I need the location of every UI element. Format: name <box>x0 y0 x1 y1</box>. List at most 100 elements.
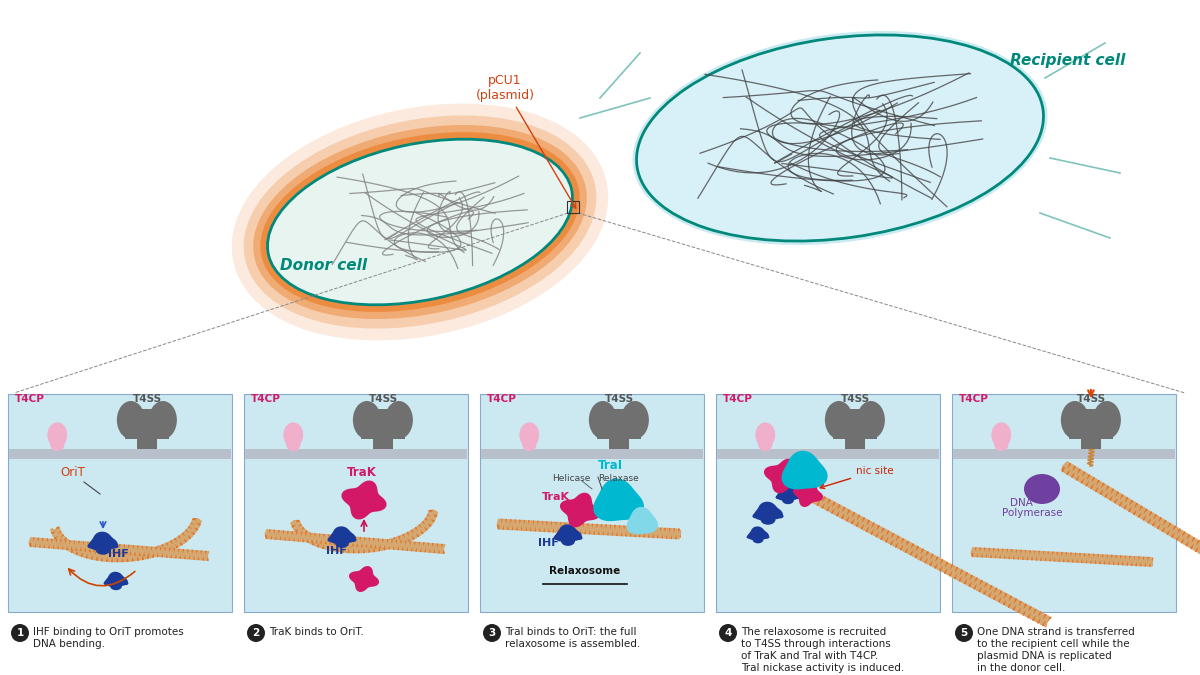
Circle shape <box>955 624 973 642</box>
Ellipse shape <box>761 514 775 524</box>
Polygon shape <box>781 451 828 489</box>
Ellipse shape <box>116 401 145 439</box>
Bar <box>608 434 629 449</box>
Ellipse shape <box>755 423 775 448</box>
Polygon shape <box>89 532 118 550</box>
Text: T4SS: T4SS <box>133 394 162 404</box>
Bar <box>125 409 169 439</box>
Ellipse shape <box>347 536 356 542</box>
Text: TraI: TraI <box>598 459 623 472</box>
Ellipse shape <box>824 401 853 439</box>
Ellipse shape <box>636 35 1044 241</box>
Polygon shape <box>626 507 658 535</box>
Text: T4CP: T4CP <box>722 394 752 404</box>
Polygon shape <box>554 524 582 541</box>
Ellipse shape <box>103 580 112 585</box>
Ellipse shape <box>792 493 800 499</box>
Polygon shape <box>764 459 804 493</box>
Ellipse shape <box>991 423 1012 448</box>
Circle shape <box>247 624 265 642</box>
Ellipse shape <box>120 580 128 585</box>
Bar <box>10 449 230 459</box>
Text: of TraK and TraI with T4CP.: of TraK and TraI with T4CP. <box>742 651 878 661</box>
Text: IHF: IHF <box>538 538 559 548</box>
Ellipse shape <box>96 544 110 555</box>
Ellipse shape <box>520 423 539 448</box>
Polygon shape <box>342 481 386 520</box>
Text: Recipient cell: Recipient cell <box>1010 53 1126 68</box>
Ellipse shape <box>1061 401 1088 439</box>
Circle shape <box>719 624 737 642</box>
Text: TraK binds to OriT.: TraK binds to OriT. <box>269 627 364 637</box>
Text: IHF: IHF <box>326 546 347 556</box>
Text: nic site: nic site <box>820 466 894 489</box>
Circle shape <box>482 624 502 642</box>
Bar <box>568 201 580 213</box>
Polygon shape <box>754 502 782 520</box>
Text: 4: 4 <box>725 628 732 638</box>
Text: DNA bending.: DNA bending. <box>34 639 106 649</box>
Text: IHF binding to OriT promotes: IHF binding to OriT promotes <box>34 627 184 637</box>
Ellipse shape <box>857 401 884 439</box>
Text: to T4SS through interactions: to T4SS through interactions <box>742 639 890 649</box>
Ellipse shape <box>328 536 337 542</box>
Ellipse shape <box>522 437 536 451</box>
Ellipse shape <box>574 534 582 540</box>
Text: TraK: TraK <box>542 492 570 502</box>
Text: One DNA strand is transferred: One DNA strand is transferred <box>977 627 1135 637</box>
Ellipse shape <box>752 536 763 543</box>
Polygon shape <box>776 486 800 501</box>
Ellipse shape <box>620 401 649 439</box>
Text: T4CP: T4CP <box>487 394 517 404</box>
Ellipse shape <box>149 401 176 439</box>
Ellipse shape <box>746 534 754 539</box>
Text: T4CP: T4CP <box>14 394 44 404</box>
Text: OriT: OriT <box>60 466 85 479</box>
Text: in the donor cell.: in the donor cell. <box>977 663 1066 673</box>
Bar <box>481 449 703 459</box>
Circle shape <box>11 624 29 642</box>
Ellipse shape <box>110 582 122 590</box>
Ellipse shape <box>762 534 769 539</box>
Ellipse shape <box>782 496 794 504</box>
Text: Helicase: Helicase <box>552 474 590 483</box>
Text: to the recipient cell while the: to the recipient cell while the <box>977 639 1129 649</box>
FancyBboxPatch shape <box>716 394 940 612</box>
Bar <box>373 434 392 449</box>
Text: Relaxase: Relaxase <box>598 474 638 483</box>
Text: 2: 2 <box>252 628 259 638</box>
Text: T4CP: T4CP <box>959 394 989 404</box>
Bar <box>1081 434 1100 449</box>
Bar <box>361 409 404 439</box>
Ellipse shape <box>752 512 762 518</box>
FancyBboxPatch shape <box>480 394 704 612</box>
Text: Donor cell: Donor cell <box>280 258 367 273</box>
Ellipse shape <box>562 536 575 546</box>
FancyBboxPatch shape <box>952 394 1176 612</box>
Ellipse shape <box>283 423 304 448</box>
Text: T4SS: T4SS <box>1076 394 1106 404</box>
FancyBboxPatch shape <box>8 394 232 612</box>
Text: 1: 1 <box>17 628 24 638</box>
Ellipse shape <box>994 437 1008 451</box>
Ellipse shape <box>1024 474 1060 504</box>
Text: Relaxosome: Relaxosome <box>550 566 620 576</box>
Text: TraK: TraK <box>347 466 377 479</box>
Ellipse shape <box>758 437 773 451</box>
Bar <box>245 449 467 459</box>
FancyBboxPatch shape <box>244 394 468 612</box>
Bar <box>1069 409 1112 439</box>
Ellipse shape <box>268 139 572 305</box>
Ellipse shape <box>553 534 563 540</box>
Polygon shape <box>793 481 823 507</box>
Bar <box>845 434 865 449</box>
Bar <box>953 449 1175 459</box>
Text: The relaxosome is recruited: The relaxosome is recruited <box>742 627 887 637</box>
Ellipse shape <box>108 541 119 548</box>
Ellipse shape <box>353 401 380 439</box>
Text: pCU1
(plasmid): pCU1 (plasmid) <box>475 74 576 209</box>
Ellipse shape <box>632 31 1048 245</box>
Ellipse shape <box>1093 401 1121 439</box>
Polygon shape <box>560 493 600 527</box>
Text: T4SS: T4SS <box>605 394 634 404</box>
